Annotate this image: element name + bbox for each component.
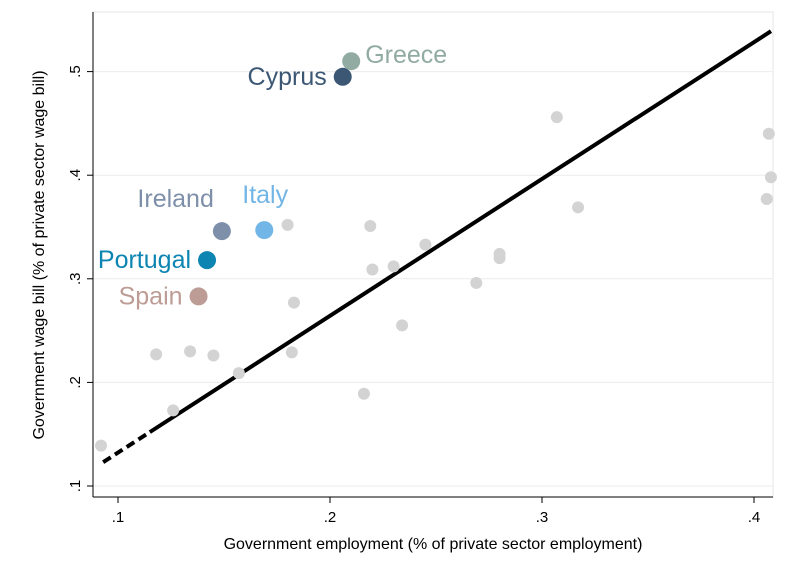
data-point [419, 238, 432, 251]
data-point [287, 296, 300, 309]
data-point [396, 319, 409, 332]
label-cyprus: Cyprus [248, 63, 327, 91]
data-point [285, 346, 298, 359]
label-greece: Greece [365, 41, 447, 69]
point-cyprus [333, 67, 352, 86]
data-point [550, 111, 563, 124]
fit-line-group [102, 29, 773, 464]
data-point [493, 247, 506, 260]
y-axis-title: Government wage bill (% of private secto… [31, 70, 48, 439]
x-tick-label: .2 [324, 509, 337, 526]
axes: .1 .2 .3 .4 .5 .1 .2 .3 .4 [67, 12, 773, 526]
data-point [357, 387, 370, 400]
data-point [387, 260, 400, 273]
point-italy [255, 221, 274, 240]
data-point [150, 348, 163, 361]
x-tick-label: .1 [112, 509, 125, 526]
y-tick-label: .1 [67, 480, 84, 493]
data-point [470, 276, 483, 289]
label-italy: Italy [242, 181, 288, 209]
fit-line-dashed [102, 430, 151, 464]
data-point [281, 218, 294, 231]
label-portugal: Portugal [98, 246, 191, 274]
y-tick-label: .3 [67, 273, 84, 286]
data-point [764, 171, 777, 184]
data-point [232, 367, 245, 380]
data-point [207, 349, 220, 362]
point-portugal [198, 251, 217, 270]
other-countries-points [95, 111, 777, 452]
point-spain [189, 287, 208, 306]
point-ireland [212, 222, 231, 241]
fit-line [148, 29, 773, 434]
point-greece [342, 52, 361, 71]
x-tick-label: .3 [536, 509, 549, 526]
y-tick-label: .2 [67, 376, 84, 389]
gridlines [93, 71, 773, 487]
data-point [95, 439, 108, 452]
plot-area [92, 11, 774, 498]
label-spain: Spain [119, 282, 183, 310]
y-tick-label: .4 [67, 169, 84, 182]
data-point [762, 127, 775, 140]
label-ireland: Ireland [137, 185, 213, 213]
y-tick-label: .5 [67, 65, 84, 78]
data-point [760, 193, 773, 206]
data-point [572, 201, 585, 214]
x-tick-label: .4 [748, 509, 761, 526]
data-point [167, 404, 180, 417]
data-point [366, 263, 379, 276]
x-axis-title: Government employment (% of private sect… [224, 536, 643, 553]
data-point [364, 219, 377, 232]
data-point [184, 345, 197, 358]
highlighted-countries: Greece Cyprus Italy Ireland Portugal Spain [98, 41, 447, 310]
